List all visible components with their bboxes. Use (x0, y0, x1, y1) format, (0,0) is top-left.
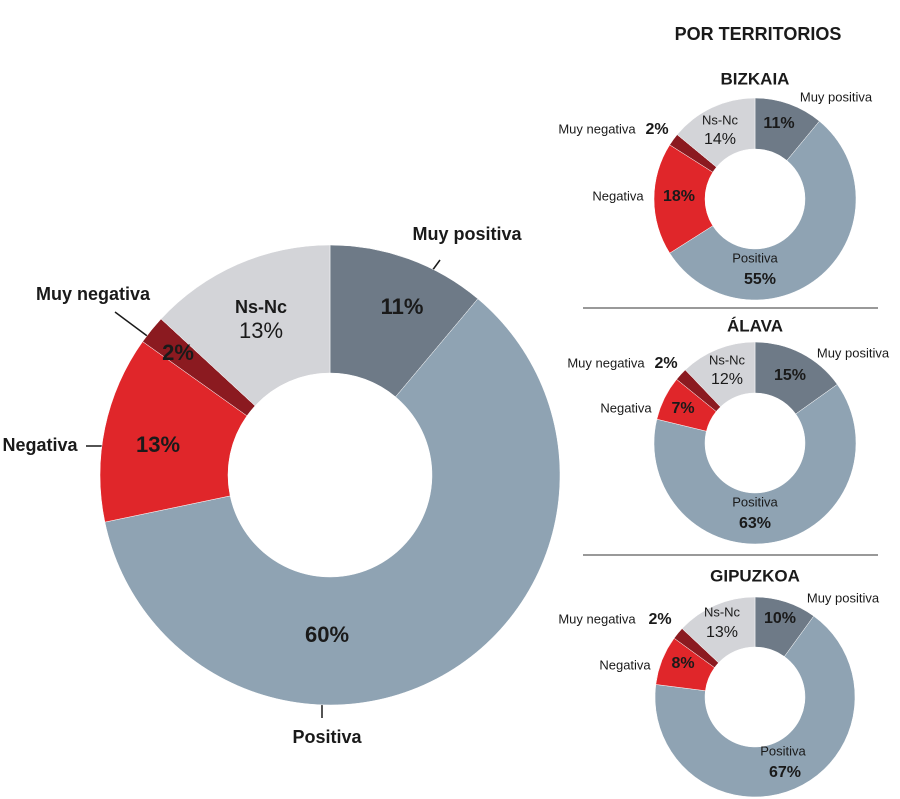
value-label: 11% (381, 294, 424, 319)
donut-slice (684, 341, 756, 408)
category-label: Muy positiva (412, 224, 522, 244)
category-label: Negativa (2, 435, 78, 455)
donut-slice (676, 97, 756, 168)
category-label: Ns-Nc (702, 112, 739, 127)
category-label: Positiva (760, 743, 806, 758)
category-label: Muy positiva (807, 590, 880, 605)
value-label: 7% (671, 400, 694, 417)
value-label: 63% (739, 515, 771, 532)
category-label: Muy negativa (36, 284, 151, 304)
category-label: Muy positiva (800, 89, 873, 104)
value-label: 8% (671, 655, 694, 672)
category-label: Positiva (732, 250, 778, 265)
value-label: 12% (711, 371, 743, 388)
category-label: Ns-Nc (709, 352, 746, 367)
value-label: 13% (239, 318, 283, 343)
donut-slice (160, 244, 331, 407)
donut-slice (104, 298, 561, 706)
category-label: Muy negativa (567, 355, 645, 370)
value-label: 13% (706, 624, 738, 641)
value-label: 13% (136, 432, 180, 457)
value-label: 18% (663, 188, 695, 205)
category-label: Positiva (292, 727, 362, 747)
value-label: 2% (162, 340, 194, 365)
value-label: 2% (645, 121, 668, 138)
donut-slice (669, 120, 857, 301)
value-label: 60% (305, 622, 349, 647)
value-label: 10% (764, 610, 796, 627)
value-label: 14% (704, 131, 736, 148)
category-label: Ns-Nc (235, 297, 287, 317)
category-label: Negativa (599, 657, 651, 672)
donut-slice (681, 596, 756, 664)
chart-title: BIZKAIA (721, 69, 790, 88)
category-label: Ns-Nc (704, 604, 741, 619)
donut-slice (654, 615, 856, 798)
chart-title: ÁLAVA (727, 316, 783, 335)
donut-slice (653, 384, 857, 545)
value-label: 2% (648, 611, 671, 628)
donut-slice (99, 341, 248, 523)
category-label: Negativa (592, 188, 644, 203)
category-label: Positiva (732, 494, 778, 509)
heading: POR TERRITORIOS (675, 24, 842, 44)
value-label: 67% (769, 764, 801, 781)
chart-title: GIPUZKOA (710, 566, 800, 585)
category-label: Muy positiva (817, 345, 890, 360)
value-label: 55% (744, 271, 776, 288)
value-label: 11% (763, 115, 794, 132)
category-label: Muy negativa (558, 121, 636, 136)
value-label: 2% (654, 355, 677, 372)
category-label: Muy negativa (558, 611, 636, 626)
category-label: Negativa (600, 400, 652, 415)
value-label: 15% (774, 367, 806, 384)
